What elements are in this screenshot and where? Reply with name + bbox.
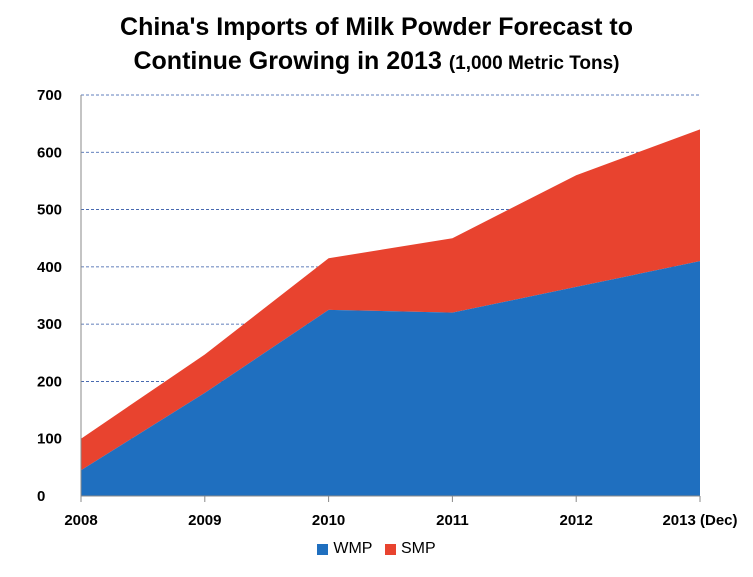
legend-swatch-wmp	[317, 543, 329, 555]
legend-item-smp: SMP	[384, 540, 436, 558]
y-tick-label: 700	[37, 87, 62, 104]
x-tick-label: 2011	[436, 512, 469, 529]
area-wmp	[81, 261, 700, 496]
legend-label-smp: SMP	[400, 540, 436, 557]
y-tick-label: 100	[37, 431, 62, 448]
chart-title-line2: Continue Growing in 2013 (1,000 Metric T…	[0, 44, 753, 81]
y-tick-label: 0	[37, 488, 45, 505]
y-tick-label: 500	[37, 202, 62, 219]
legend-swatch-smp	[384, 543, 396, 555]
y-tick-label: 600	[37, 144, 62, 161]
legend: WMP SMP	[0, 540, 753, 560]
chart-title: China's Imports of Milk Powder Forecast …	[0, 10, 753, 81]
x-tick-label: 2013 (Dec)	[662, 512, 737, 529]
x-tick-label: 2008	[64, 512, 97, 529]
legend-label-wmp: WMP	[333, 540, 373, 557]
x-tick-label: 2012	[560, 512, 593, 529]
x-tick-label: 2009	[188, 512, 221, 529]
y-tick-label: 300	[37, 316, 62, 333]
chart-title-line2-text: Continue Growing in 2013	[133, 47, 442, 75]
y-tick-label: 400	[37, 259, 62, 276]
x-tick-label: 2010	[312, 512, 345, 529]
legend-item-wmp: WMP	[317, 540, 372, 558]
y-tick-label: 200	[37, 373, 62, 390]
chart-title-unit: (1,000 Metric Tons)	[448, 53, 620, 74]
chart-title-line1: China's Imports of Milk Powder Forecast …	[120, 13, 633, 41]
area-smp	[81, 129, 700, 471]
